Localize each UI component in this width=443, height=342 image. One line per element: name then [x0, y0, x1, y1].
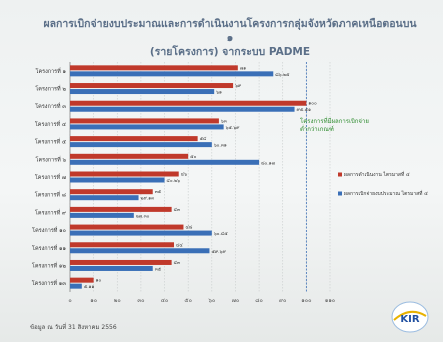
bar-execution — [70, 65, 238, 71]
chart-title: ผลการเบิกจ่ายงบประมาณและการดำเนินงานโครง… — [40, 17, 420, 59]
value-label-disbursement: ๖๕.๖๙ — [226, 125, 241, 131]
legend-label: ผลการดำเนินงาน ไตรมาสที่ ๔ — [344, 171, 410, 178]
value-label-execution: ๔๘ — [185, 225, 192, 231]
category-label: โครงการที่ ๑ — [35, 67, 66, 75]
value-label-execution: ๓๕ — [155, 189, 162, 195]
bar-execution — [70, 259, 172, 265]
category-label: โครงการที่ ๓ — [35, 102, 66, 110]
legend-swatch — [338, 191, 342, 196]
bar-disbursement — [70, 248, 210, 254]
bar-disbursement — [70, 195, 139, 201]
value-label-disbursement: ๖๐.๓๑ — [214, 143, 227, 149]
value-label-disbursement: ๖๑ — [216, 90, 222, 96]
value-label-disbursement: ๘๐.๑๗ — [261, 160, 276, 166]
x-tick-label: ๑๐๐ — [301, 298, 311, 304]
bar-execution — [70, 83, 234, 89]
logo-text: KIR — [400, 314, 419, 325]
bar-disbursement — [70, 142, 212, 148]
bar-execution — [70, 224, 184, 230]
x-tick-label: ๔๐ — [161, 298, 169, 304]
bar-execution — [70, 277, 94, 283]
category-label: โครงการที่ ๑๓ — [32, 279, 67, 287]
bar-disbursement — [70, 159, 260, 165]
value-label-disbursement: ๒๙.๑๓ — [141, 197, 155, 202]
x-tick-label: ๙๐ — [279, 298, 286, 304]
category-label: โครงการที่ ๒ — [35, 85, 66, 93]
value-label-disbursement: ๓๕ — [155, 266, 162, 272]
value-label-execution: ๕๔ — [200, 136, 207, 142]
title-line-2: (รายโครงการ) จากระบบ PADME — [149, 46, 311, 58]
value-label-disbursement: ๕.๑๑ — [84, 284, 95, 290]
value-label-execution: ๗๑ — [240, 66, 246, 71]
legend-swatch — [338, 172, 342, 177]
category-label: โครงการที่ ๑๒ — [32, 261, 67, 269]
value-label-execution: ๔๔ — [176, 242, 183, 248]
title-line-1: ผลการเบิกจ่ายงบประมาณและการดำเนินงานโครง… — [43, 18, 417, 44]
value-label-disbursement: ๙๕.๕๑ — [297, 107, 312, 113]
value-label-disbursement: ๖๐.๔๕ — [214, 231, 228, 237]
category-label: โครงการที่ ๙ — [35, 208, 66, 216]
bar-execution — [70, 242, 174, 248]
bar-disbursement — [70, 212, 134, 218]
x-tick-label: ๗๐ — [232, 298, 240, 304]
x-tick-label: ๕๐ — [184, 298, 192, 304]
bar-execution — [70, 118, 219, 124]
threshold-note: โครงการที่มีผลการเบิกจ่ายต่ำกว่าเกณฑ์ — [300, 118, 369, 133]
x-tick-label: ๑๐ — [90, 298, 97, 304]
category-label: โครงการที่ ๘ — [35, 191, 66, 199]
value-label-execution: ๖๓ — [221, 118, 227, 124]
bar-disbursement — [70, 89, 215, 95]
value-label-execution: ๑๐ — [96, 279, 102, 284]
value-label-execution: ๔๓ — [174, 207, 180, 213]
category-label: โครงการที่ ๗ — [35, 173, 66, 181]
value-label-execution: ๖๙ — [235, 83, 242, 89]
bar-disbursement — [70, 106, 295, 112]
category-label: โครงการที่ ๑๑ — [32, 244, 66, 252]
bar-execution — [70, 189, 153, 195]
x-tick-label: ๘๐ — [255, 298, 263, 304]
bar-execution — [70, 206, 172, 212]
value-label-disbursement: ๒๗.๓๐ — [136, 214, 150, 219]
category-label: โครงการที่ ๔ — [35, 120, 66, 128]
x-tick-label: ๖๐ — [208, 298, 215, 304]
kir-logo: KIR — [391, 301, 429, 333]
x-tick-label: ๓๐ — [137, 298, 144, 304]
category-label: โครงการที่ ๕ — [35, 138, 66, 146]
bar-disbursement — [70, 124, 224, 130]
category-label: โครงการที่ ๖ — [35, 155, 66, 163]
value-label-disbursement: ๕๙.๖๙ — [211, 249, 226, 255]
legend-label: ผลการเบิกจ่ายงบประมาณ ไตรมาสที่ ๔ — [344, 190, 428, 197]
x-tick-label: ๐ — [68, 298, 71, 304]
bar-disbursement — [70, 265, 153, 271]
value-label-execution: ๔๖ — [181, 172, 187, 178]
value-label-execution: ๔๓ — [174, 260, 180, 266]
bar-disbursement — [70, 177, 165, 183]
bar-execution — [70, 100, 307, 106]
category-label: โครงการที่ ๑๐ — [32, 226, 66, 234]
value-label-execution: ๕๐ — [190, 154, 196, 160]
x-tick-label: ๒๐ — [114, 298, 121, 304]
bar-disbursement — [70, 283, 82, 289]
bar-disbursement — [70, 230, 212, 236]
bar-execution — [70, 136, 198, 142]
bar-execution — [70, 171, 179, 177]
bar-disbursement — [70, 71, 274, 77]
value-label-disbursement: ๔๐.๒๖ — [167, 178, 181, 184]
bar-execution — [70, 153, 189, 159]
data-date-footer: ข้อมูล ณ วันที่ 31 สิงหาคม 2556 — [30, 324, 117, 331]
value-label-disbursement: ๘๖.๒๕ — [275, 72, 290, 78]
value-label-execution: ๑๐๐ — [308, 102, 317, 107]
x-tick-label: ๑๑๐ — [325, 298, 335, 304]
